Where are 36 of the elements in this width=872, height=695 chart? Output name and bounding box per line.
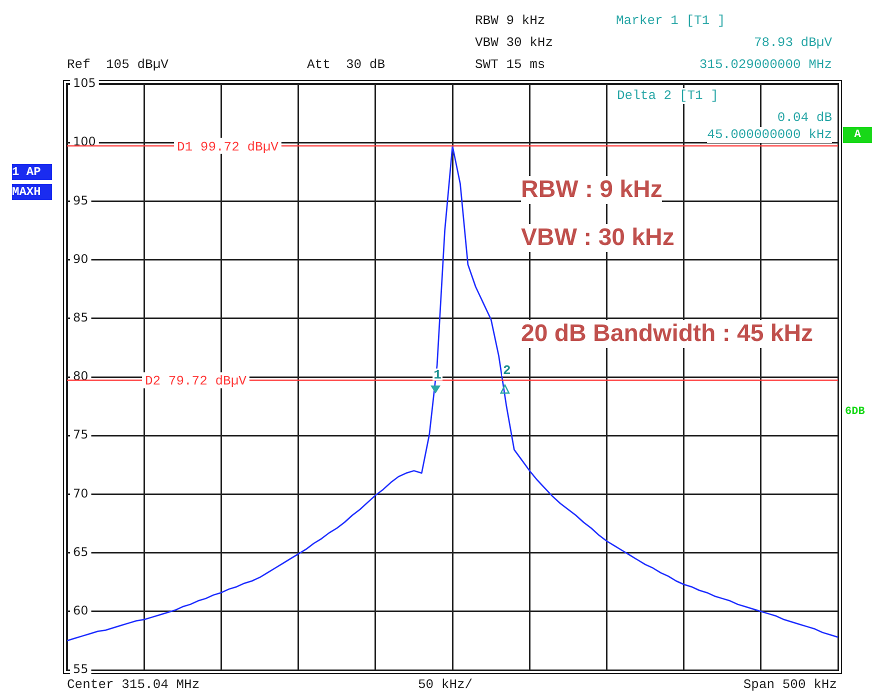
annotation: RBW : 9 kHz xyxy=(521,176,662,204)
y-tick-label: 55 xyxy=(73,662,88,676)
text: 1 AP xyxy=(12,164,52,180)
annotation: 2 xyxy=(503,362,512,378)
annotation: 20 dB Bandwidth : 45 kHz xyxy=(521,320,814,348)
y-tick-label: 105 xyxy=(73,76,96,90)
annotation: VBW : 30 kHz xyxy=(521,224,674,252)
y-tick-label: 70 xyxy=(73,486,88,500)
y-tick-label: 60 xyxy=(73,604,88,618)
y-tick-label: 75 xyxy=(73,428,88,442)
annotation: Delta 2 [T1 ] xyxy=(617,88,718,104)
text: Ref 105 dBµV xyxy=(67,57,168,73)
text: 315.029000000 MHz xyxy=(699,57,832,73)
y-tick-label: 90 xyxy=(73,252,88,266)
text: Span 500 kHz xyxy=(743,677,837,693)
y-tick-label: 85 xyxy=(73,310,88,325)
ref-line-label: D2 79.72 dBµV xyxy=(145,374,247,389)
annotation: 1 xyxy=(434,367,442,382)
text: RBW 9 kHz xyxy=(475,13,546,29)
text: Center 315.04 MHz xyxy=(67,677,200,693)
y-tick-label: 100 xyxy=(73,134,96,149)
text: 78.93 dBµV xyxy=(754,35,832,51)
text: A xyxy=(843,127,872,143)
ref-line-label: D1 99.72 dBµV xyxy=(177,139,279,154)
text: SWT 15 ms xyxy=(475,57,546,73)
annotation: 45.000000000 kHz xyxy=(707,127,832,143)
text: MAXH xyxy=(12,184,52,200)
y-tick-label: 80 xyxy=(73,369,88,384)
annotation: 0.04 dB xyxy=(777,110,832,126)
y-tick-label: 95 xyxy=(73,193,88,208)
text: VBW 30 kHz xyxy=(475,35,554,51)
text: Att 30 dB xyxy=(307,57,386,73)
text: 50 kHz/ xyxy=(418,677,473,693)
text: 6DB xyxy=(845,405,865,420)
y-tick-label: 65 xyxy=(73,544,88,559)
text: Marker 1 [T1 ] xyxy=(616,13,726,29)
